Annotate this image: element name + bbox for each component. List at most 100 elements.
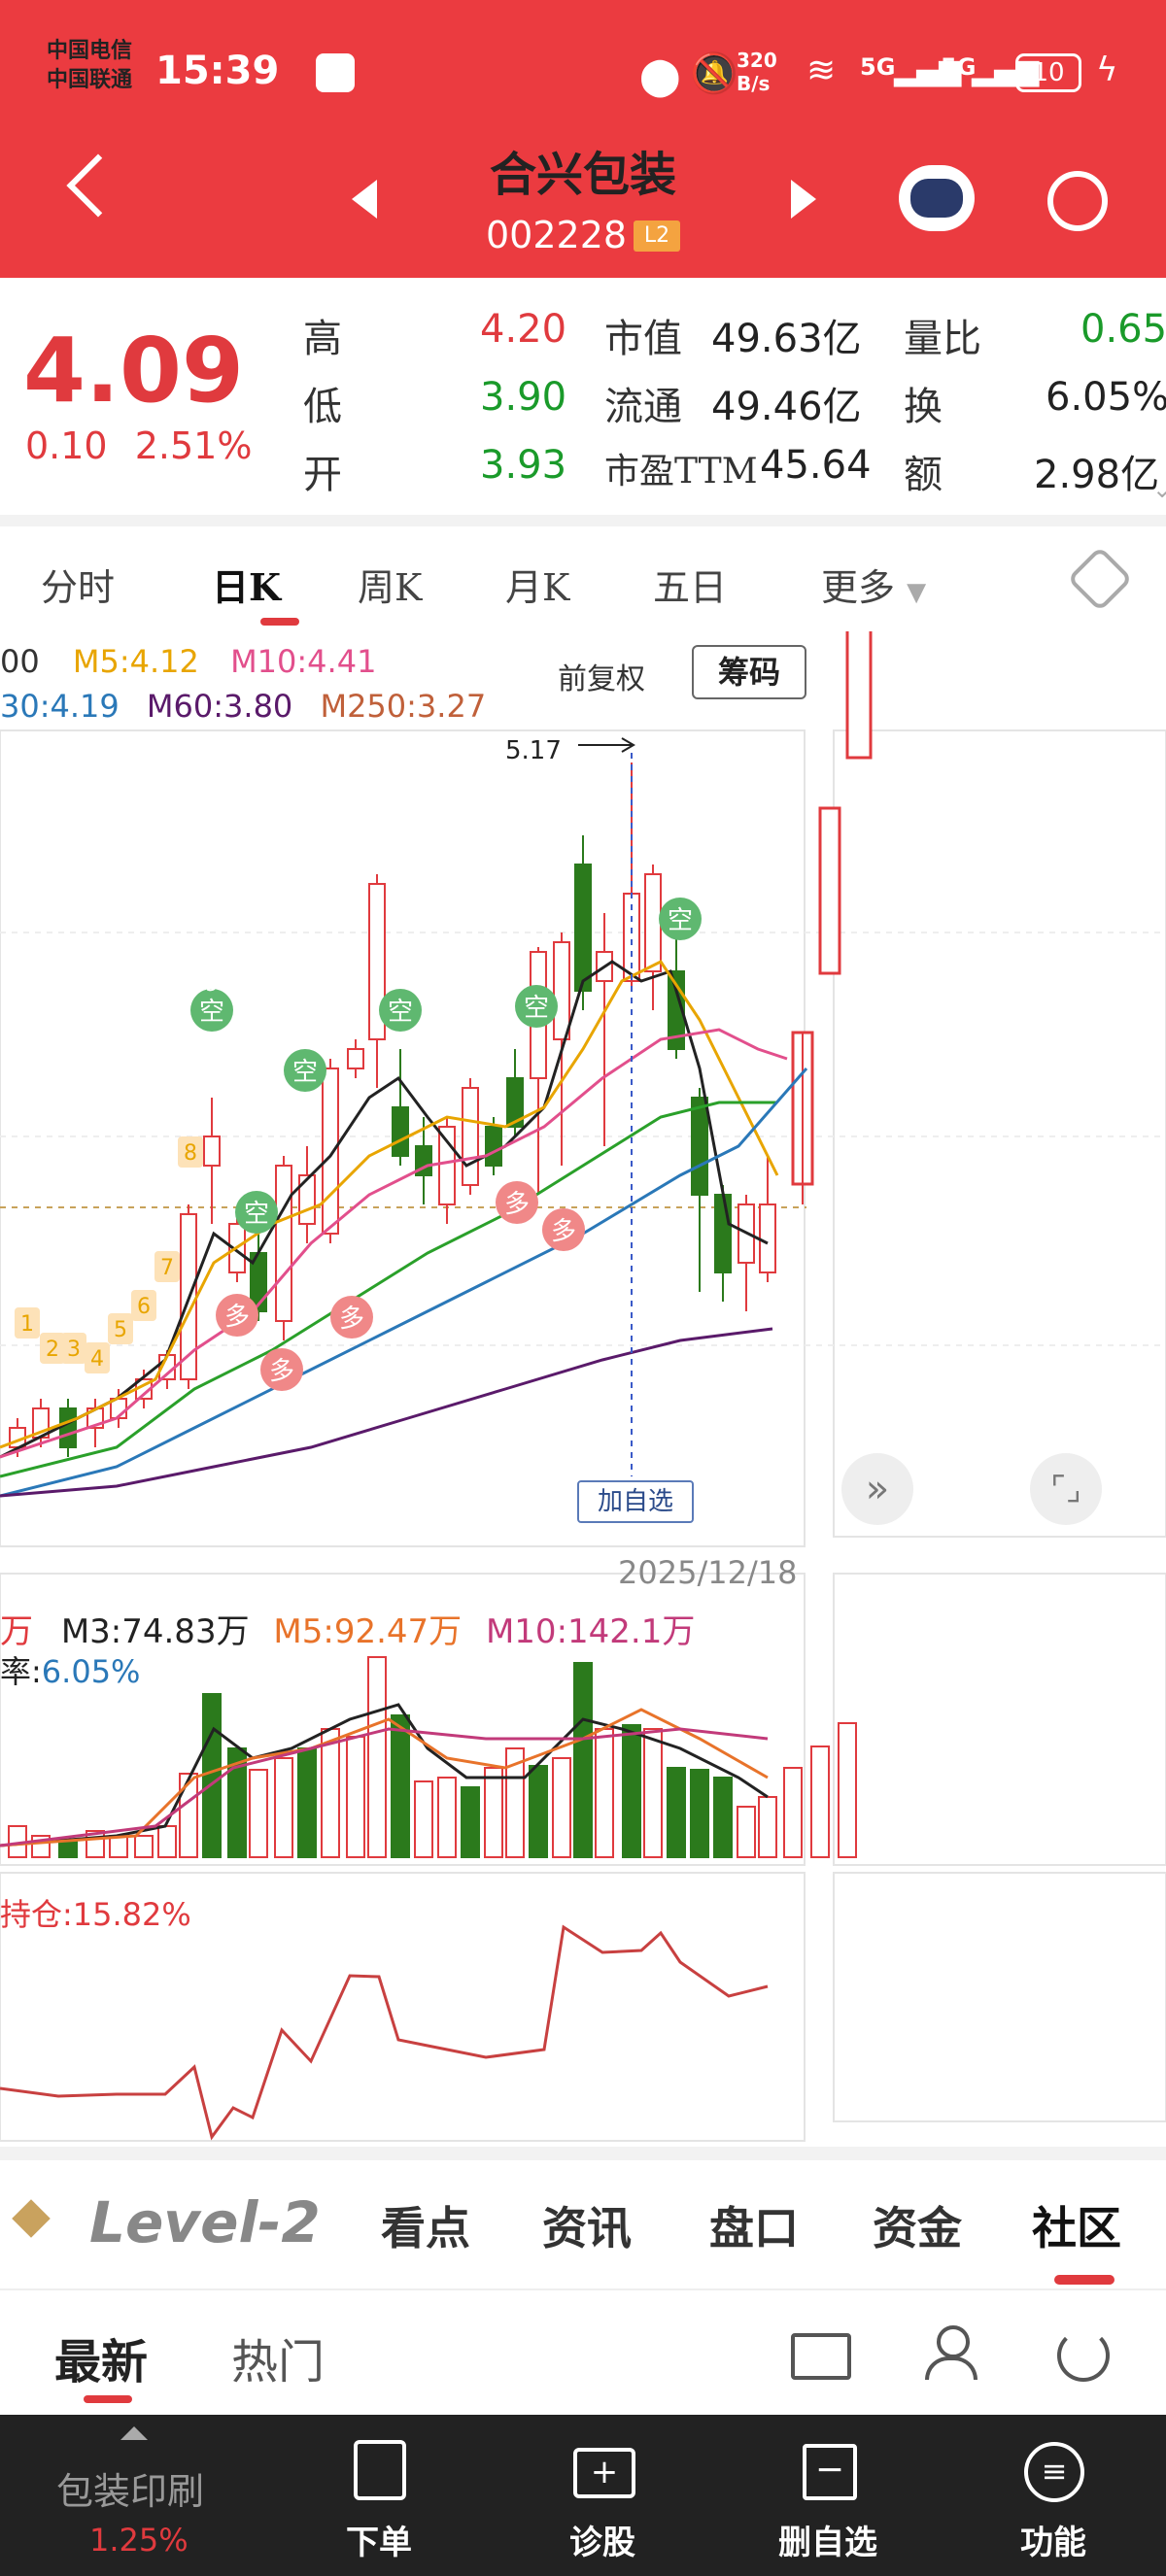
count-label: 7 [160,1256,174,1280]
turnover-label: 换 [904,385,943,429]
carrier-info: 中国电信 中国联通 [47,37,132,95]
add-watchlist-button[interactable]: 加自选 [577,1480,694,1523]
sector-change: 1.25% [89,2522,189,2559]
rate-label: 率: [0,1653,42,1690]
tab-hot[interactable]: 热门 [231,2335,326,2390]
order-button[interactable]: 下单 [346,2524,412,2562]
pe-value: 45.64 [760,443,872,488]
ma-legend-row1: 00 M5:4.12 M10:4.41 [0,643,376,680]
carrier-2: 中国联通 [47,68,133,92]
signal-bars-icon: ▂▄▆ [894,53,962,87]
candle-body [275,1165,292,1322]
tab-latest[interactable]: 最新 [54,2335,149,2390]
diagnose-button[interactable]: 诊股 [569,2524,635,2562]
volume-bar [134,1835,154,1858]
remove-watchlist-button[interactable]: 删自选 [778,2524,877,2562]
next-stock-button[interactable] [791,180,816,219]
sector-name[interactable]: 包装印刷 [56,2470,205,2513]
candle-body [818,806,841,975]
vol-unit: 万 [0,1612,33,1651]
section-divider [0,2147,1166,2160]
tab-news[interactable]: 资讯 [542,2202,632,2254]
count-badge [108,1313,133,1344]
candle-body [691,1097,708,1196]
open-label: 开 [303,453,342,497]
signal-2: 5G [941,53,977,81]
count-badge [154,1251,180,1282]
adjust-mode[interactable]: 前复权 [558,662,645,696]
charging-icon: ϟ [1096,51,1118,89]
count-label: 6 [137,1295,151,1319]
functions-button[interactable]: 功能 [1020,2524,1086,2562]
count-badge [61,1333,86,1364]
long-signal-bubble [542,1208,585,1251]
user-icon[interactable] [925,2325,977,2380]
volume-bar [321,1728,340,1858]
count-label: 8 [184,1141,197,1166]
count-label: 5 [114,1318,127,1342]
tab-capital[interactable]: 资金 [873,2202,962,2254]
max-price-label: 5.17 [505,736,562,765]
volume-bar [643,1728,663,1858]
tab-level2[interactable]: Level-2 [89,2189,321,2255]
tab-more[interactable]: 更多 ▼ [821,558,926,611]
candle-body [574,864,592,992]
mcap-value: 49.63亿 [711,317,862,361]
mcap-label: 市值 [604,317,682,361]
count-label: 1 [20,1312,34,1337]
carrier-1: 中国电信 [47,39,133,63]
tab-monthly-k[interactable]: 月K [505,566,570,609]
long-signal-bubble [496,1181,538,1224]
ma30-label: 30:4.19 [0,688,120,725]
vol-m3: M3:74.83万 [60,1612,250,1651]
robot-assistant-icon[interactable] [899,165,975,231]
long-signal-text: 多 [504,1190,530,1219]
top-bar [0,0,1166,278]
mail-icon[interactable] [791,2333,851,2380]
tab-weekly-k[interactable]: 周K [358,566,423,609]
expand-chart-button[interactable]: » [841,1453,913,1525]
tab-orderbook[interactable]: 盘口 [709,2202,799,2254]
volume-bar [595,1728,614,1858]
empty-signal-bubble [190,989,233,1032]
empty-signal-text: 空 [524,994,549,1023]
tab-intraday[interactable]: 分时 [41,566,116,609]
long-signal-bubble [260,1348,303,1391]
tab-community[interactable]: 社区 [1032,2202,1121,2254]
volume-pane-frame [0,1573,806,1866]
refresh-icon[interactable] [1057,2329,1110,2382]
fullscreen-button[interactable]: ⌜⌟ [1030,1453,1102,1525]
volume-bar [179,1773,198,1858]
long-signal-bubble [330,1296,373,1339]
ma-line [0,960,779,1449]
remove-watch-icon: − [803,2444,857,2500]
volume-bar [758,1796,777,1858]
stock-name: 合兴包装 [489,148,676,202]
tab-five-day[interactable]: 五日 [653,566,728,609]
empty-signal-bubble [284,1049,326,1092]
candle-body [644,873,662,972]
chips-button[interactable]: 筹码 [692,645,806,699]
price-change: 0.10 2.51% [25,424,252,467]
low-label: 低 [303,385,342,429]
volume-bar [690,1769,709,1858]
open-value: 3.93 [480,443,567,488]
search-icon[interactable] [1047,171,1108,231]
amount-value: 2.98亿 [1034,453,1160,497]
volume-future-frame [833,1573,1166,1866]
candle-body [347,1048,364,1069]
tab-highlights[interactable]: 看点 [381,2202,470,2254]
count-label: 3 [67,1338,81,1362]
ma-00: 00 [0,643,40,680]
empty-signal-text: 空 [668,906,693,935]
expand-up-icon[interactable] [120,2426,148,2440]
count-badge [40,1333,65,1364]
settings-icon[interactable] [1067,546,1133,612]
ma60-label: M60:3.80 [146,688,293,725]
tab-daily-k[interactable]: 日K [212,565,282,609]
volume-bar [297,1747,317,1858]
expand-quote-icon[interactable]: ⌄ [1152,476,1166,503]
date-label: 2025/12/18 [618,1554,798,1591]
prev-stock-button[interactable] [352,180,377,219]
